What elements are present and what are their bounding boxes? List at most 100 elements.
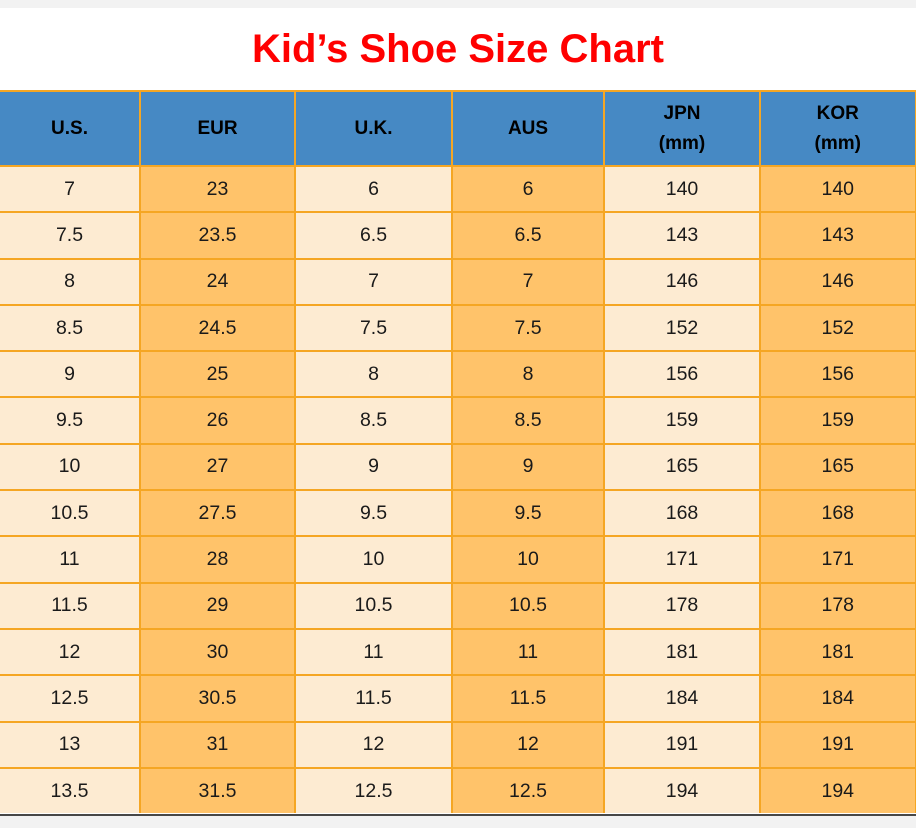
table-cell: 7.5 [294, 303, 453, 353]
column-header-label: EUR [197, 117, 238, 139]
table-cell: 8.5 [451, 396, 605, 445]
table-cell: 29 [139, 581, 296, 630]
table-row: 9 25 8 8 156 156 [0, 350, 916, 399]
table-row: 12 30 11 11 181 181 [0, 627, 916, 677]
table-cell: 11 [294, 627, 453, 677]
table-cell: 9 [0, 350, 141, 399]
table-cell: 11 [451, 627, 605, 677]
table-cell: 178 [603, 581, 761, 630]
header-row: U.S. EUR U.K. AUS JPN (mm) KOR (mm) [0, 90, 916, 167]
table-row: 12.5 30.5 11.5 11.5 184 184 [0, 674, 916, 723]
table-cell: 11.5 [451, 674, 605, 723]
column-header-eur: EUR [139, 90, 296, 167]
table-cell: 7 [294, 257, 453, 306]
column-header-label: U.K. [354, 117, 393, 139]
table-cell: 9 [294, 442, 453, 492]
table-cell: 152 [603, 303, 761, 353]
table-cell: 156 [759, 350, 916, 399]
table-cell: 9 [451, 442, 605, 492]
table-cell: 8 [0, 257, 141, 306]
column-header-kor: KOR (mm) [759, 90, 916, 167]
table-cell: 11.5 [294, 674, 453, 723]
table-cell: 9.5 [294, 489, 453, 538]
table-cell: 24.5 [139, 303, 296, 353]
table-cell: 140 [603, 164, 761, 214]
column-header-uk: U.K. [294, 90, 453, 167]
column-header-label: U.S. [51, 117, 88, 139]
table-cell: 143 [603, 211, 761, 260]
table-cell: 30 [139, 627, 296, 677]
column-header-aus: AUS [451, 90, 605, 167]
table-cell: 9.5 [0, 396, 141, 445]
table-row: 9.5 26 8.5 8.5 159 159 [0, 396, 916, 445]
table-cell: 184 [603, 674, 761, 723]
table-cell: 156 [603, 350, 761, 399]
table-cell: 12 [451, 720, 605, 769]
table-cell: 7.5 [0, 211, 141, 260]
table-cell: 6 [294, 164, 453, 214]
table-cell: 191 [603, 720, 761, 769]
table-cell: 13.5 [0, 766, 141, 814]
table-cell: 181 [603, 627, 761, 677]
table-cell: 146 [759, 257, 916, 306]
table-cell: 168 [603, 489, 761, 538]
table-cell: 30.5 [139, 674, 296, 723]
table-row: 8.5 24.5 7.5 7.5 152 152 [0, 303, 916, 353]
table-cell: 8 [451, 350, 605, 399]
table-cell: 8.5 [294, 396, 453, 445]
table-cell: 178 [759, 581, 916, 630]
table-cell: 12 [294, 720, 453, 769]
bottom-line [0, 814, 916, 817]
table-row: 8 24 7 7 146 146 [0, 257, 916, 306]
table-cell: 191 [759, 720, 916, 769]
table-cell: 7 [451, 257, 605, 306]
table-cell: 159 [603, 396, 761, 445]
table-row: 11 28 10 10 171 171 [0, 535, 916, 584]
table-cell: 28 [139, 535, 296, 584]
table-cell: 10 [294, 535, 453, 584]
column-header-jpn: JPN (mm) [603, 90, 761, 167]
page-title: Kid’s Shoe Size Chart [252, 27, 664, 71]
table-cell: 10.5 [294, 581, 453, 630]
table-cell: 6.5 [294, 211, 453, 260]
column-header-label: JPN [663, 103, 701, 125]
table-cell: 181 [759, 627, 916, 677]
table-row: 13.5 31.5 12.5 12.5 194 194 [0, 766, 916, 814]
table-cell: 12.5 [294, 766, 453, 814]
table-cell: 24 [139, 257, 296, 306]
table-cell: 140 [759, 164, 916, 214]
table-cell: 171 [603, 535, 761, 584]
table-cell: 159 [759, 396, 916, 445]
table-row: 13 31 12 12 191 191 [0, 720, 916, 769]
column-header-sublabel: (mm) [658, 132, 706, 154]
table-cell: 146 [603, 257, 761, 306]
table-cell: 10.5 [451, 581, 605, 630]
shoe-size-table: U.S. EUR U.K. AUS JPN (mm) KOR (mm) 7 23 6 6 140 140… [0, 90, 916, 814]
table-row: 10.5 27.5 9.5 9.5 168 168 [0, 489, 916, 538]
table-cell: 31 [139, 720, 296, 769]
table-cell: 168 [759, 489, 916, 538]
column-header-sublabel: (mm) [814, 132, 861, 154]
table-cell: 152 [759, 303, 916, 353]
table-cell: 25 [139, 350, 296, 399]
table-cell: 194 [603, 766, 761, 814]
table-cell: 12.5 [451, 766, 605, 814]
table-cell: 23.5 [139, 211, 296, 260]
table-row: 7 23 6 6 140 140 [0, 164, 916, 214]
table-body: 7 23 6 6 140 140 7.5 23.5 6.5 6.5 143 143 8 24 7 7 146 14… [0, 164, 916, 814]
table-cell: 27.5 [139, 489, 296, 538]
table-cell: 10 [0, 442, 141, 492]
table-cell: 27 [139, 442, 296, 492]
table-cell: 8.5 [0, 303, 141, 353]
table-cell: 6 [451, 164, 605, 214]
table-cell: 165 [759, 442, 916, 492]
table-cell: 8 [294, 350, 453, 399]
table-cell: 9.5 [451, 489, 605, 538]
table-cell: 12.5 [0, 674, 141, 723]
table-header: U.S. EUR U.K. AUS JPN (mm) KOR (mm) [0, 90, 916, 167]
table-cell: 7 [0, 164, 141, 214]
table-cell: 6.5 [451, 211, 605, 260]
table-cell: 194 [759, 766, 916, 814]
table-cell: 165 [603, 442, 761, 492]
